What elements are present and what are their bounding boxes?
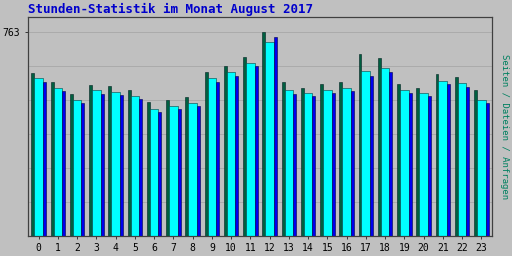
Bar [54,88,62,236]
Bar [43,82,46,236]
Bar [293,94,296,236]
Bar [304,93,312,236]
Bar [178,109,181,236]
Bar [265,41,274,236]
Bar [381,68,390,236]
Bar [227,72,236,236]
Bar [466,87,470,236]
Bar [320,84,323,236]
Bar [127,90,131,236]
Bar [370,76,373,236]
Bar [438,81,447,236]
Bar [342,88,351,236]
Bar [332,93,334,236]
Bar [81,103,84,236]
Bar [262,32,265,236]
Bar [358,54,361,236]
Bar [147,102,150,236]
Text: Stunden-Statistik im Monat August 2017: Stunden-Statistik im Monat August 2017 [28,3,313,16]
Bar [188,103,197,236]
Bar [89,85,92,236]
Bar [73,100,81,236]
Bar [51,82,54,236]
Bar [197,106,200,236]
Bar [416,88,419,236]
Bar [131,96,139,236]
Bar [390,72,392,236]
Bar [207,78,216,236]
Bar [70,94,73,236]
Bar [477,100,486,236]
Bar [458,83,466,236]
Bar [400,90,409,236]
Bar [158,112,161,236]
Bar [378,58,381,236]
Bar [31,73,34,236]
Bar [419,93,428,236]
Bar [236,76,238,236]
Bar [243,57,246,236]
Bar [323,90,332,236]
Bar [282,82,285,236]
Bar [312,97,315,236]
Bar [185,97,188,236]
Bar [216,81,219,236]
Bar [139,99,142,236]
Bar [254,66,258,236]
Bar [428,97,431,236]
Bar [101,94,103,236]
Bar [397,84,400,236]
Bar [62,91,65,236]
Bar [409,93,412,236]
Y-axis label: Seiten / Dateien / Anfragen: Seiten / Dateien / Anfragen [500,54,509,199]
Bar [447,84,450,236]
Bar [224,66,227,236]
Bar [274,37,277,236]
Bar [285,90,293,236]
Bar [205,72,207,236]
Bar [301,88,304,236]
Bar [339,82,342,236]
Bar [486,103,488,236]
Bar [92,90,101,236]
Bar [169,105,178,236]
Bar [474,90,477,236]
Bar [150,109,158,236]
Bar [361,71,370,236]
Bar [111,92,120,236]
Bar [166,100,169,236]
Bar [34,78,43,236]
Bar [436,74,438,236]
Bar [455,77,458,236]
Bar [120,95,123,236]
Bar [109,86,111,236]
Bar [246,63,254,236]
Bar [351,91,354,236]
